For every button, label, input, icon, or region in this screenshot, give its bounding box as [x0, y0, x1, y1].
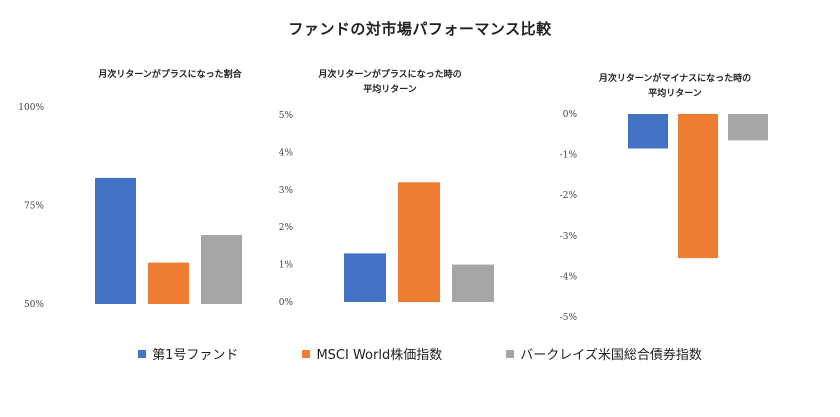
panel-1-bar-msci	[148, 262, 189, 304]
panel-2-tick-label: 3%	[279, 186, 294, 196]
panel-2-title-line-1: 月次リターンがプラスになった時の	[318, 70, 462, 80]
panel-1-bar-fund	[95, 177, 136, 304]
panel-2-tick-label: 5%	[279, 111, 294, 121]
panel-2-tick-label: 4%	[279, 148, 294, 158]
legend-swatch-msci	[302, 349, 311, 358]
panel-1-tick-label: 75%	[24, 202, 44, 212]
legend-swatch-barclays	[506, 349, 515, 358]
panel-2-title: 月次リターンがプラスになった時の 平均リターン	[300, 68, 480, 98]
panel-3-tick-label: -4%	[560, 272, 578, 282]
legend-item-fund: 第1号ファンド	[138, 344, 238, 363]
panel-1-tick-label: 100%	[18, 103, 44, 113]
legend-item-barclays: バークレイズ米国総合債券指数	[506, 344, 702, 363]
panel-3-bar-fund	[628, 114, 668, 149]
panel-3-tick-label: -5%	[560, 313, 578, 323]
chart-title: ファンドの対市場パフォーマンス比較	[288, 20, 552, 38]
panel-2-tick-label: 0%	[279, 298, 294, 308]
panel-1-bar-barclays	[201, 235, 242, 304]
panel-3-tick-label: -3%	[560, 232, 578, 242]
legend-label-fund: 第1号ファンド	[152, 348, 239, 363]
panel-3-title-line-1: 月次リターンがマイナスになった時の	[598, 74, 752, 84]
panel-1-tick-label: 50%	[24, 300, 44, 310]
panel-2-bar-msci	[398, 182, 440, 302]
legend-label-msci: MSCI World株価指数	[316, 348, 443, 363]
panel-1-title-line-1: 月次リターンがプラスになった割合	[98, 70, 242, 80]
legend-item-msci: MSCI World株価指数	[302, 344, 442, 363]
panel-3-tick-label: -2%	[560, 191, 578, 201]
legend: 第1号ファンド MSCI World株価指数 バークレイズ米国総合債券指数	[0, 344, 840, 363]
panel-3-tick-label: -1%	[560, 151, 578, 161]
panel-3-tick-label: 0%	[563, 110, 578, 120]
panel-2-title-line-2: 平均リターン	[363, 85, 417, 95]
panel-3-title-line-2: 平均リターン	[648, 89, 702, 99]
panel-3-bar-barclays	[728, 114, 768, 141]
panel-3-title: 月次リターンがマイナスになった時の 平均リターン	[575, 72, 775, 102]
legend-swatch-fund	[138, 349, 147, 358]
legend-label-barclays: バークレイズ米国総合債券指数	[520, 348, 702, 363]
panel-2-bar-barclays	[452, 264, 494, 302]
panel-1-title: 月次リターンがプラスになった割合	[60, 68, 280, 83]
panel-3-bar-msci	[678, 114, 718, 259]
panel-2-tick-label: 2%	[279, 223, 294, 233]
panel-2-bar-fund	[344, 253, 386, 302]
panel-2-tick-label: 1%	[279, 261, 294, 271]
